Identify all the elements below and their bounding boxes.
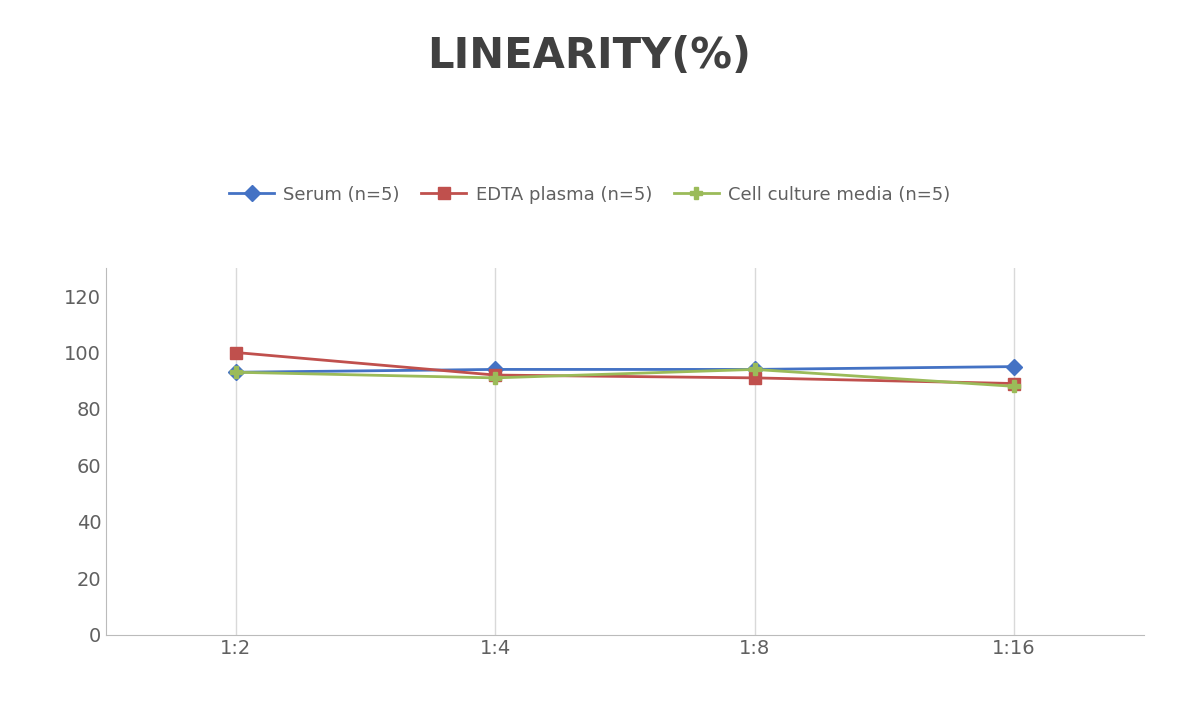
Serum (n=5)	[747, 365, 762, 374]
EDTA plasma (n=5)	[747, 374, 762, 382]
Serum (n=5)	[229, 368, 243, 376]
Line: Cell culture media (n=5): Cell culture media (n=5)	[230, 363, 1020, 393]
Legend: Serum (n=5), EDTA plasma (n=5), Cell culture media (n=5): Serum (n=5), EDTA plasma (n=5), Cell cul…	[222, 178, 957, 211]
Line: Serum (n=5): Serum (n=5)	[230, 361, 1020, 378]
Serum (n=5)	[488, 365, 502, 374]
EDTA plasma (n=5)	[1007, 379, 1021, 388]
EDTA plasma (n=5)	[488, 371, 502, 379]
Line: EDTA plasma (n=5): EDTA plasma (n=5)	[230, 347, 1020, 389]
Cell culture media (n=5)	[1007, 382, 1021, 391]
Text: LINEARITY(%): LINEARITY(%)	[428, 35, 751, 78]
Serum (n=5)	[1007, 362, 1021, 371]
EDTA plasma (n=5)	[229, 348, 243, 357]
Cell culture media (n=5)	[747, 365, 762, 374]
Cell culture media (n=5)	[488, 374, 502, 382]
Cell culture media (n=5)	[229, 368, 243, 376]
